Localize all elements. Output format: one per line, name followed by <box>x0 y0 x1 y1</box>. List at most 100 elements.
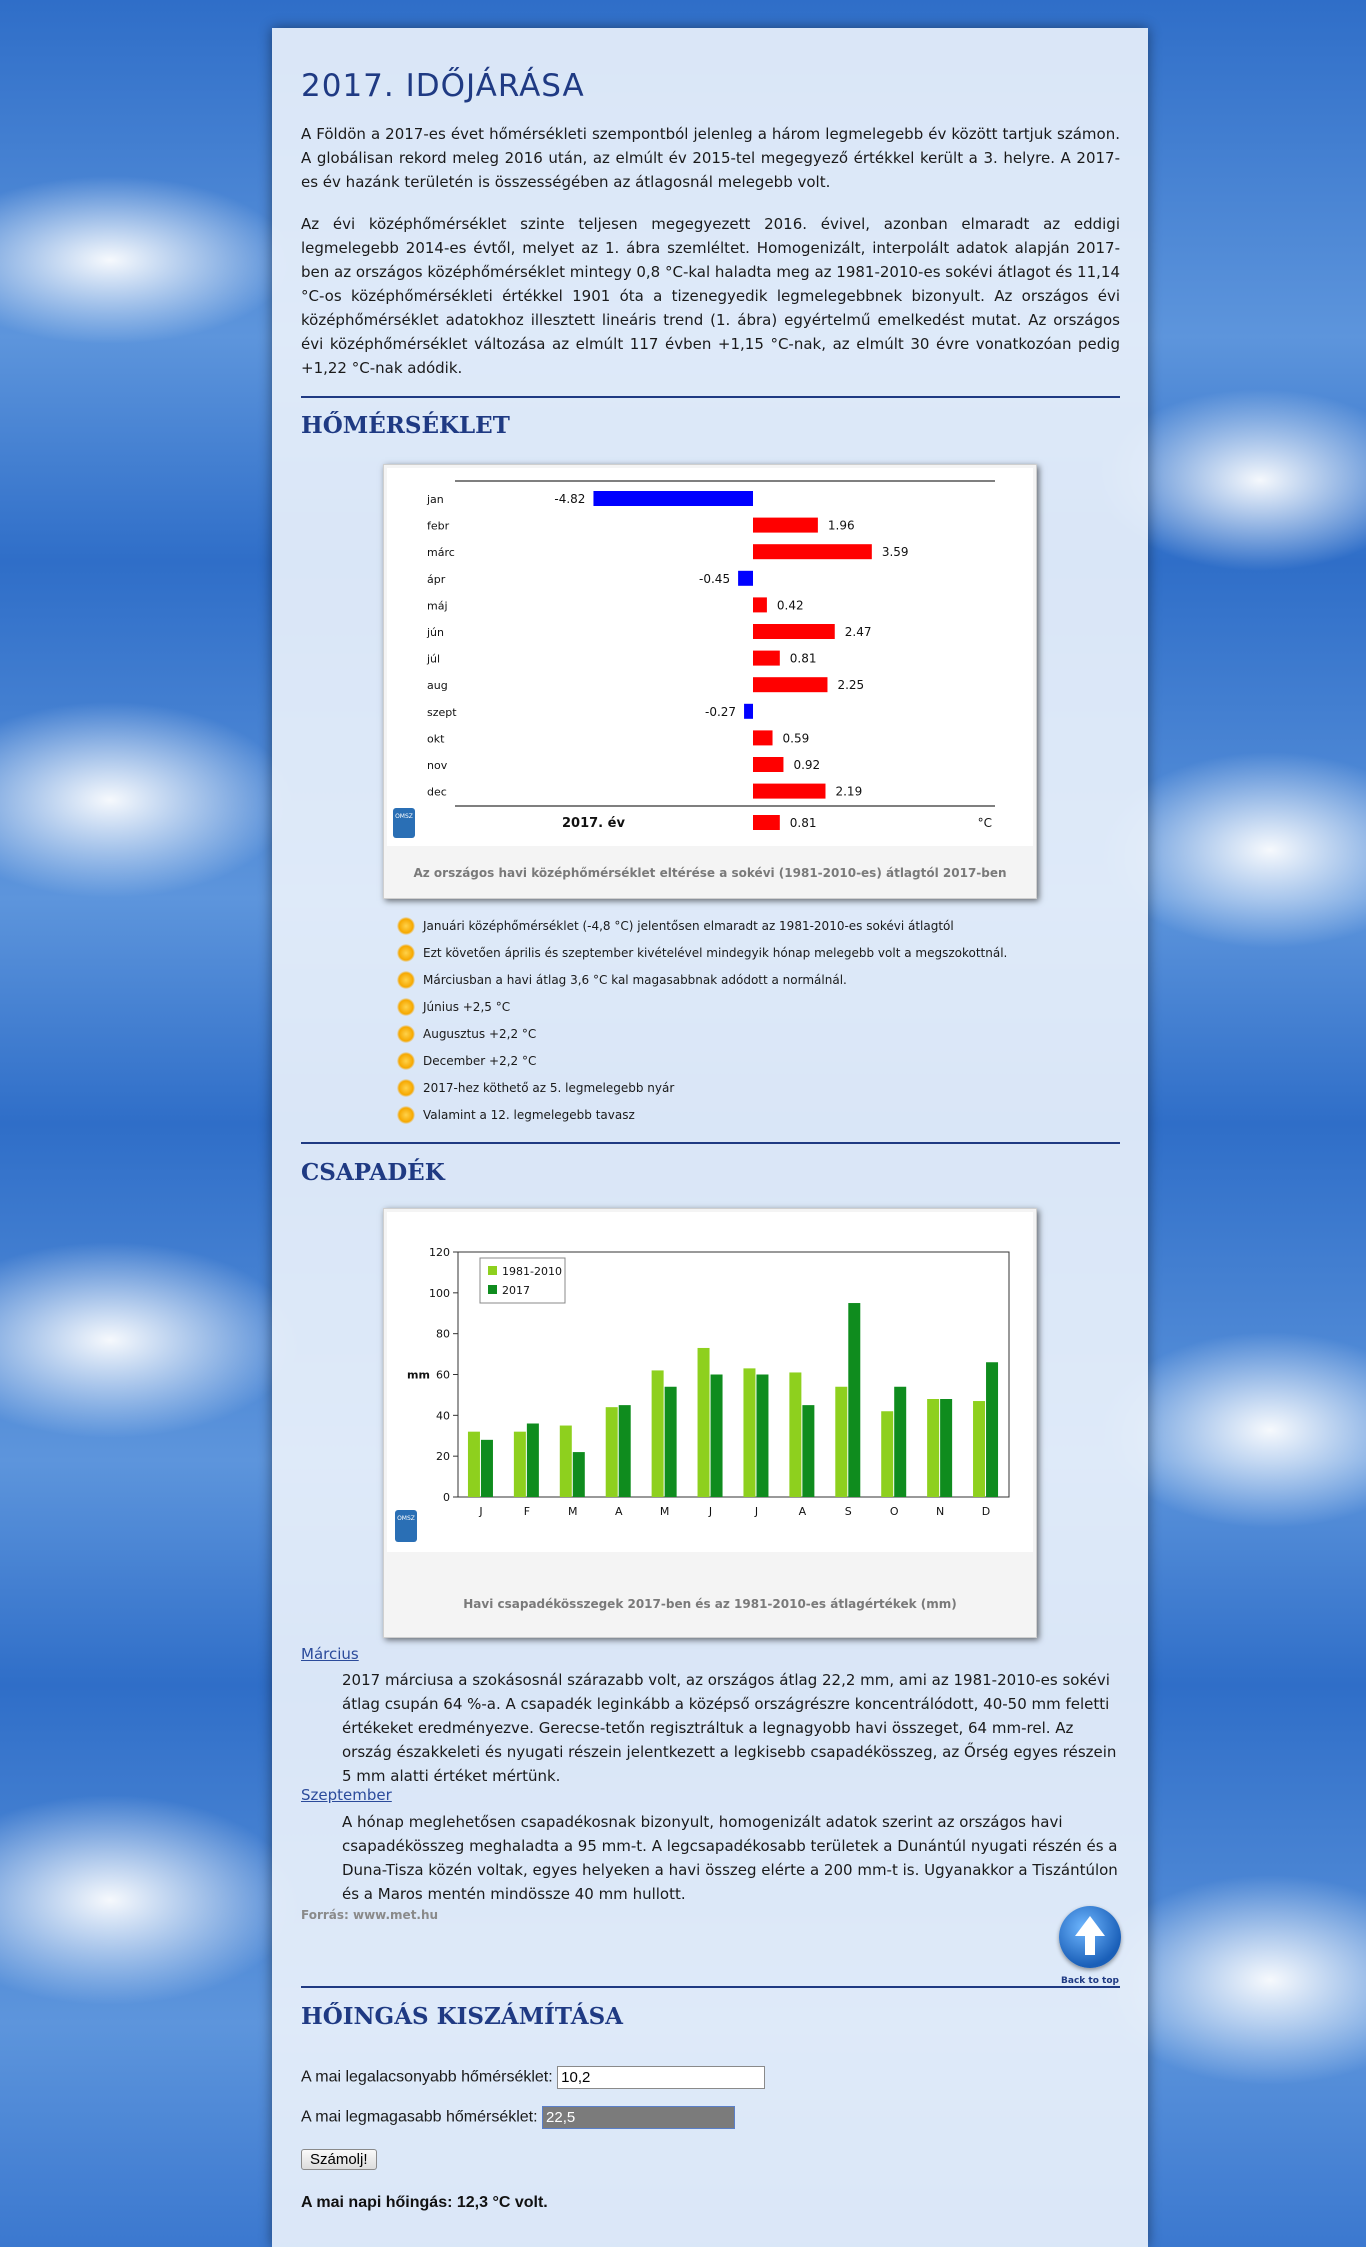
precip-x-tick-label: O <box>890 1505 899 1518</box>
precip-bar <box>940 1399 953 1497</box>
temperature-value-label: 1.96 <box>828 519 855 533</box>
precip-y-axis-label: mm <box>407 1369 430 1382</box>
temperature-bar <box>753 815 780 830</box>
min-temp-input[interactable] <box>557 2066 766 2089</box>
temperature-bullet: Januári középhőmérséklet (-4,8 °C) jelen… <box>397 916 1007 943</box>
temperature-figure: jan -4.82 febr 1.96 márc 3.59 ápr -0.45 máj 0.42 j… <box>383 464 1037 899</box>
result-text: A mai napi hőingás: 12,3 °C volt. <box>301 2194 548 2212</box>
temperature-month-label: nov <box>427 759 448 772</box>
temperature-month-label: szept <box>427 706 457 719</box>
temperature-bar <box>753 650 780 666</box>
precip-bar <box>710 1374 723 1497</box>
temperature-year-label: 2017. év <box>562 816 625 831</box>
calculate-button[interactable]: Számolj! <box>301 2149 377 2170</box>
section-divider <box>301 396 1120 398</box>
precip-bar <box>618 1405 631 1497</box>
temperature-bullet-text: Valamint a 12. legmelegebb tavasz <box>423 1108 635 1122</box>
precip-x-tick-label: A <box>799 1505 807 1518</box>
precip-bar <box>559 1425 572 1497</box>
temperature-value-label: -0.45 <box>699 572 730 586</box>
temperature-bullet: 2017-hez köthető az 5. legmelegebb nyár <box>397 1078 1007 1105</box>
precip-x-tick-label: J <box>754 1505 758 1518</box>
precip-y-tick-label: 80 <box>436 1328 450 1341</box>
temperature-bar <box>753 517 818 533</box>
section-divider <box>301 1986 1120 1988</box>
omsz-logo: OMSZ <box>395 1510 417 1542</box>
section-title-precipitation: CSAPADÉK <box>301 1159 445 1186</box>
temperature-value-label: 0.81 <box>790 816 817 830</box>
temperature-month-label: dec <box>427 786 447 799</box>
temperature-bullet-text: Június +2,5 °C <box>423 1000 511 1014</box>
precip-y-tick-label: 60 <box>436 1369 450 1382</box>
precip-legend: 1981-2010 2017 <box>479 1257 566 1304</box>
section-title-calculation: HŐINGÁS KISZÁMÍTÁSA <box>301 2003 624 2030</box>
temperature-value-label: 0.81 <box>790 652 817 666</box>
precip-legend-box <box>479 1257 566 1304</box>
min-temp-label: A mai legalacsonyabb hőmérséklet: <box>301 2068 553 2086</box>
max-temp-input[interactable] <box>542 2106 736 2129</box>
precip-x-tick-label: M <box>660 1505 670 1518</box>
temperature-chart: jan -4.82 febr 1.96 márc 3.59 ápr -0.45 máj 0.42 j… <box>393 480 995 838</box>
temperature-bullet-text: December +2,2 °C <box>423 1054 537 1068</box>
temperature-month-label: jún <box>426 626 444 639</box>
intro-paragraph-1: A Földön a 2017-es évet hőmérsékleti sze… <box>301 125 1120 191</box>
precip-bar <box>664 1386 677 1497</box>
temperature-month-label: okt <box>427 732 445 745</box>
precipitation-figure: 0 20 40 60 80 100 120 mm J F M A M J J A S O N D 1981-2010 20… <box>383 1208 1037 1638</box>
min-temp-row: A mai legalacsonyabb hőmérséklet: <box>301 2066 766 2089</box>
precip-x-tick-label: J <box>478 1505 482 1518</box>
precip-x-tick-label: S <box>845 1505 852 1518</box>
temperature-bullet-text: Augusztus +2,2 °C <box>423 1027 537 1041</box>
temperature-bullet: Június +2,5 °C <box>397 997 1007 1024</box>
sun-icon <box>397 1079 415 1097</box>
temperature-bullet: Ezt követően április és szeptember kivét… <box>397 943 1007 970</box>
precipitation-plot: 0 20 40 60 80 100 120 mm J F M A M J J A S O N D 1981-2010 20… <box>387 1212 1033 1552</box>
precip-bar <box>802 1405 815 1497</box>
precip-bar <box>973 1401 986 1497</box>
temperature-bar <box>744 703 753 719</box>
omsz-logo-text: OMSZ <box>395 813 413 820</box>
precip-x-tick-label: J <box>708 1505 712 1518</box>
precipitation-chart: 0 20 40 60 80 100 120 mm J F M A M J J A S O N D 1981-2010 20… <box>395 1246 1010 1542</box>
precip-bar <box>605 1407 618 1497</box>
precip-x-tick-label: N <box>936 1505 944 1518</box>
precip-y-tick-label: 20 <box>436 1450 450 1463</box>
temperature-bullet-text: 2017-hez köthető az 5. legmelegebb nyár <box>423 1081 675 1095</box>
temperature-bullet-list: Januári középhőmérséklet (-4,8 °C) jelen… <box>397 916 1007 1132</box>
precip-bar <box>513 1431 526 1497</box>
source-note: Forrás: www.met.hu <box>301 1908 439 1922</box>
september-link[interactable]: Szeptember <box>301 1786 392 1804</box>
temperature-bar <box>738 570 753 586</box>
precip-x-tick-label: A <box>615 1505 623 1518</box>
temperature-value-label: 0.92 <box>793 758 820 772</box>
temperature-month-label: máj <box>427 599 448 612</box>
march-link[interactable]: Március <box>301 1645 359 1663</box>
september-description: A hónap meglehetősen csapadékosnak bizon… <box>342 1813 1118 1903</box>
temperature-month-label: febr <box>427 520 450 533</box>
back-to-top-button[interactable]: Back to top <box>1053 1906 1127 1986</box>
temperature-value-label: 0.42 <box>777 598 804 612</box>
temperature-bar <box>753 544 872 560</box>
temperature-bullet-text: Márciusban a havi átlag 3,6 °C kal magas… <box>423 973 847 987</box>
result-value: 12,3 °C volt. <box>456 2194 548 2211</box>
temperature-bar <box>593 491 753 506</box>
precip-bar <box>927 1399 940 1497</box>
temperature-value-label: 0.59 <box>783 731 810 745</box>
temperature-bullet: December +2,2 °C <box>397 1051 1007 1078</box>
precip-y-tick-label: 120 <box>429 1246 450 1259</box>
temperature-value-label: -0.27 <box>705 705 736 719</box>
march-description: 2017 márciusa a szokásosnál szárazabb vo… <box>342 1671 1117 1785</box>
precip-legend-swatch <box>488 1285 497 1294</box>
precip-bar <box>894 1386 907 1497</box>
temperature-value-label: 2.25 <box>837 678 864 692</box>
omsz-logo-text: OMSZ <box>397 1515 415 1522</box>
section-title-temperature: HŐMÉRSÉKLET <box>301 412 510 439</box>
sun-icon <box>397 1052 415 1070</box>
precip-bar <box>697 1347 710 1497</box>
sun-icon <box>397 1025 415 1043</box>
temperature-month-label: ápr <box>427 573 446 586</box>
temperature-bullet: Augusztus +2,2 °C <box>397 1024 1007 1051</box>
temperature-month-label: júl <box>426 653 440 666</box>
temperature-bullet: Valamint a 12. legmelegebb tavasz <box>397 1105 1007 1132</box>
intro-paragraph-2: Az évi középhőmérséklet szinte teljesen … <box>301 215 1120 377</box>
